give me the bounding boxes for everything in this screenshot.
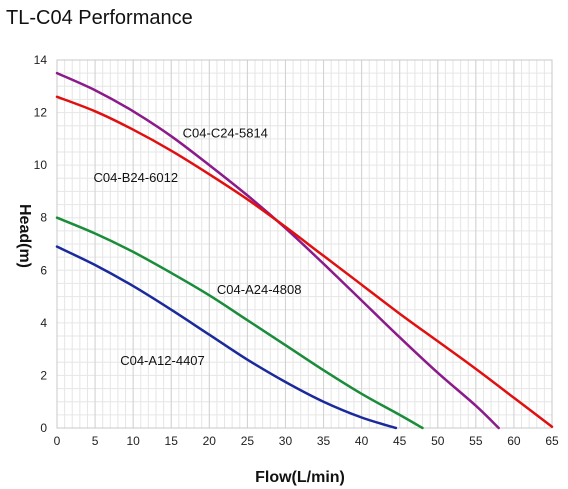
series-label-c04-b24-6012: C04-B24-6012 (94, 170, 179, 185)
series-line-c04-b24-6012 (55, 95, 554, 428)
x-tick-label: 40 (355, 434, 369, 448)
y-axis-title: Head(m) (16, 204, 33, 268)
plot-frame (56, 59, 553, 429)
y-tick-label: 4 (40, 316, 47, 330)
x-tick-label: 55 (469, 434, 483, 448)
series-lines (55, 71, 554, 430)
series-line-c04-a12-4407 (55, 245, 398, 430)
x-axis-title: Flow(L/min) (255, 469, 345, 486)
x-tick-label: 30 (279, 434, 293, 448)
x-axis-ticks: 0 5 10 15 20 25 30 35 40 45 50 55 60 65 (54, 434, 559, 448)
y-axis-ticks: 0 2 4 6 8 10 12 14 (34, 53, 48, 435)
x-tick-label: 5 (92, 434, 99, 448)
x-tick-label: 25 (241, 434, 255, 448)
x-tick-label: 45 (393, 434, 407, 448)
x-tick-label: 35 (317, 434, 331, 448)
y-tick-label: 14 (34, 53, 48, 67)
x-tick-label: 10 (126, 434, 140, 448)
x-tick-label: 20 (203, 434, 217, 448)
series-label-c04-a12-4407: C04-A12-4407 (120, 353, 205, 368)
series-line-c04-a24-4808 (55, 216, 424, 430)
series-label-c04-c24-5814: C04-C24-5814 (183, 126, 268, 141)
series-labels: C04-C24-5814 C04-B24-6012 C04-A24-4808 C04-… (94, 126, 302, 368)
grid (56, 59, 553, 429)
y-tick-label: 10 (34, 158, 48, 172)
y-tick-label: 8 (40, 211, 47, 225)
y-tick-label: 0 (40, 421, 47, 435)
x-tick-label: 0 (54, 434, 61, 448)
x-tick-label: 65 (545, 434, 559, 448)
series-label-c04-a24-4808: C04-A24-4808 (217, 282, 302, 297)
x-tick-label: 15 (165, 434, 179, 448)
x-tick-label: 60 (507, 434, 521, 448)
axes (56, 59, 553, 429)
y-tick-label: 2 (40, 368, 47, 382)
y-tick-label: 12 (34, 106, 48, 120)
y-tick-label: 6 (40, 263, 47, 277)
x-tick-label: 50 (431, 434, 445, 448)
chart-title: TL-C04 Performance (6, 7, 193, 29)
